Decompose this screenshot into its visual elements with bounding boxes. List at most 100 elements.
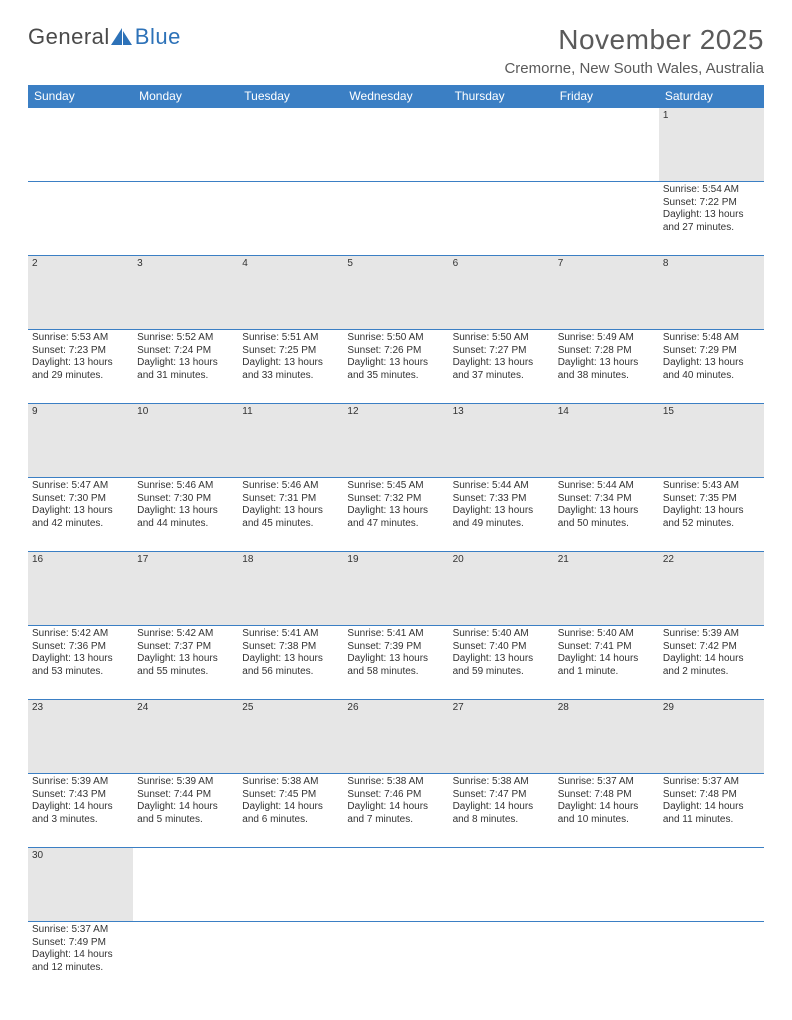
sunset-text: Sunset: 7:28 PM — [558, 345, 655, 358]
sunrise-text: Sunrise: 5:38 AM — [347, 776, 444, 789]
day-number: 21 — [554, 552, 659, 626]
daynum-row: 1 — [28, 108, 764, 182]
day-number — [133, 108, 238, 182]
sunrise-text: Sunrise: 5:40 AM — [453, 628, 550, 641]
sunrise-text: Sunrise: 5:47 AM — [32, 480, 129, 493]
sunrise-text: Sunrise: 5:49 AM — [558, 332, 655, 345]
day-number: 2 — [28, 256, 133, 330]
detail-row: Sunrise: 5:42 AMSunset: 7:36 PMDaylight:… — [28, 626, 764, 700]
sunset-text: Sunset: 7:48 PM — [663, 789, 760, 802]
daylight-text: Daylight: 13 hours and 35 minutes. — [347, 357, 444, 382]
sunset-text: Sunset: 7:49 PM — [32, 937, 129, 950]
daylight-text: Daylight: 14 hours and 3 minutes. — [32, 801, 129, 826]
day-number: 28 — [554, 700, 659, 774]
day-detail: Sunrise: 5:41 AMSunset: 7:38 PMDaylight:… — [238, 626, 343, 700]
day-number: 22 — [659, 552, 764, 626]
day-number — [133, 848, 238, 922]
page-subtitle: Cremorne, New South Wales, Australia — [504, 60, 764, 77]
day-number: 15 — [659, 404, 764, 478]
calendar-table: SundayMondayTuesdayWednesdayThursdayFrid… — [28, 85, 764, 996]
day-detail — [238, 182, 343, 256]
calendar-page: General Blue November 2025 Cremorne, New… — [0, 0, 792, 1020]
day-number: 6 — [449, 256, 554, 330]
day-number: 1 — [659, 108, 764, 182]
daylight-text: Daylight: 13 hours and 49 minutes. — [453, 505, 550, 530]
day-detail: Sunrise: 5:38 AMSunset: 7:47 PMDaylight:… — [449, 774, 554, 848]
weekday-header: Friday — [554, 85, 659, 108]
day-number: 13 — [449, 404, 554, 478]
day-number: 16 — [28, 552, 133, 626]
day-detail — [554, 922, 659, 996]
daylight-text: Daylight: 14 hours and 7 minutes. — [347, 801, 444, 826]
sunset-text: Sunset: 7:37 PM — [137, 641, 234, 654]
daylight-text: Daylight: 14 hours and 10 minutes. — [558, 801, 655, 826]
day-detail: Sunrise: 5:39 AMSunset: 7:43 PMDaylight:… — [28, 774, 133, 848]
detail-row: Sunrise: 5:37 AMSunset: 7:49 PMDaylight:… — [28, 922, 764, 996]
daylight-text: Daylight: 14 hours and 12 minutes. — [32, 949, 129, 974]
sunrise-text: Sunrise: 5:50 AM — [453, 332, 550, 345]
daylight-text: Daylight: 13 hours and 58 minutes. — [347, 653, 444, 678]
day-detail: Sunrise: 5:48 AMSunset: 7:29 PMDaylight:… — [659, 330, 764, 404]
day-detail — [133, 182, 238, 256]
sunrise-text: Sunrise: 5:37 AM — [32, 924, 129, 937]
sunset-text: Sunset: 7:38 PM — [242, 641, 339, 654]
sunset-text: Sunset: 7:41 PM — [558, 641, 655, 654]
day-detail: Sunrise: 5:41 AMSunset: 7:39 PMDaylight:… — [343, 626, 448, 700]
day-number — [554, 848, 659, 922]
sunset-text: Sunset: 7:46 PM — [347, 789, 444, 802]
day-number: 26 — [343, 700, 448, 774]
sunrise-text: Sunrise: 5:52 AM — [137, 332, 234, 345]
logo: General Blue — [28, 24, 181, 50]
day-detail: Sunrise: 5:49 AMSunset: 7:28 PMDaylight:… — [554, 330, 659, 404]
sunset-text: Sunset: 7:27 PM — [453, 345, 550, 358]
sunrise-text: Sunrise: 5:40 AM — [558, 628, 655, 641]
sunrise-text: Sunrise: 5:39 AM — [663, 628, 760, 641]
sunrise-text: Sunrise: 5:51 AM — [242, 332, 339, 345]
day-detail: Sunrise: 5:40 AMSunset: 7:40 PMDaylight:… — [449, 626, 554, 700]
day-number: 23 — [28, 700, 133, 774]
sunset-text: Sunset: 7:40 PM — [453, 641, 550, 654]
day-number — [343, 848, 448, 922]
day-detail — [343, 182, 448, 256]
day-number: 8 — [659, 256, 764, 330]
sunset-text: Sunset: 7:24 PM — [137, 345, 234, 358]
sunset-text: Sunset: 7:42 PM — [663, 641, 760, 654]
sunrise-text: Sunrise: 5:45 AM — [347, 480, 444, 493]
day-detail — [28, 182, 133, 256]
daylight-text: Daylight: 13 hours and 59 minutes. — [453, 653, 550, 678]
sunset-text: Sunset: 7:36 PM — [32, 641, 129, 654]
day-detail: Sunrise: 5:44 AMSunset: 7:34 PMDaylight:… — [554, 478, 659, 552]
day-number: 17 — [133, 552, 238, 626]
sunrise-text: Sunrise: 5:50 AM — [347, 332, 444, 345]
day-number: 18 — [238, 552, 343, 626]
day-number — [449, 848, 554, 922]
logo-text-1: General — [28, 24, 110, 50]
daylight-text: Daylight: 14 hours and 5 minutes. — [137, 801, 234, 826]
daynum-row: 23242526272829 — [28, 700, 764, 774]
daylight-text: Daylight: 13 hours and 45 minutes. — [242, 505, 339, 530]
day-detail: Sunrise: 5:50 AMSunset: 7:26 PMDaylight:… — [343, 330, 448, 404]
daylight-text: Daylight: 13 hours and 38 minutes. — [558, 357, 655, 382]
day-number: 14 — [554, 404, 659, 478]
daylight-text: Daylight: 13 hours and 52 minutes. — [663, 505, 760, 530]
day-detail: Sunrise: 5:40 AMSunset: 7:41 PMDaylight:… — [554, 626, 659, 700]
sunrise-text: Sunrise: 5:37 AM — [558, 776, 655, 789]
daynum-row: 30 — [28, 848, 764, 922]
sunrise-text: Sunrise: 5:39 AM — [32, 776, 129, 789]
sunrise-text: Sunrise: 5:44 AM — [453, 480, 550, 493]
day-number: 10 — [133, 404, 238, 478]
day-number: 3 — [133, 256, 238, 330]
sunset-text: Sunset: 7:25 PM — [242, 345, 339, 358]
day-detail: Sunrise: 5:52 AMSunset: 7:24 PMDaylight:… — [133, 330, 238, 404]
sunrise-text: Sunrise: 5:54 AM — [663, 184, 760, 197]
daylight-text: Daylight: 13 hours and 50 minutes. — [558, 505, 655, 530]
day-number: 20 — [449, 552, 554, 626]
sunset-text: Sunset: 7:35 PM — [663, 493, 760, 506]
day-detail: Sunrise: 5:42 AMSunset: 7:37 PMDaylight:… — [133, 626, 238, 700]
daylight-text: Daylight: 13 hours and 55 minutes. — [137, 653, 234, 678]
detail-row: Sunrise: 5:54 AMSunset: 7:22 PMDaylight:… — [28, 182, 764, 256]
day-detail: Sunrise: 5:51 AMSunset: 7:25 PMDaylight:… — [238, 330, 343, 404]
daylight-text: Daylight: 13 hours and 31 minutes. — [137, 357, 234, 382]
sunset-text: Sunset: 7:33 PM — [453, 493, 550, 506]
weekday-header: Saturday — [659, 85, 764, 108]
